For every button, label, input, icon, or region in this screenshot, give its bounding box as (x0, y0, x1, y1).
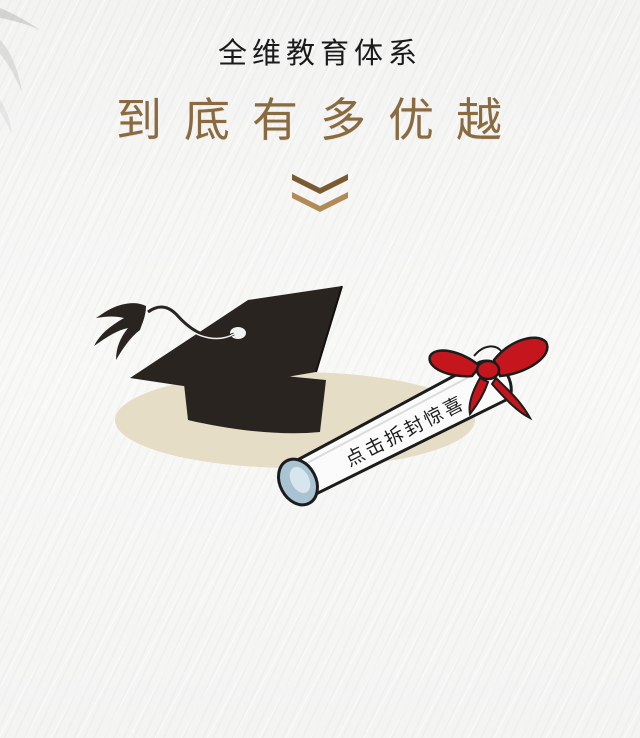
section-subtitle: 全维教育体系 (217, 36, 422, 70)
section-headline: 到底有多优越 (116, 93, 524, 147)
graduation-illustration[interactable] (80, 270, 560, 530)
double-chevron-down-icon[interactable] (290, 170, 350, 216)
brush-stroke-decoration (0, 8, 40, 134)
red-ribbon-bow-icon (428, 336, 549, 421)
graduation-cap-icon (94, 285, 343, 434)
